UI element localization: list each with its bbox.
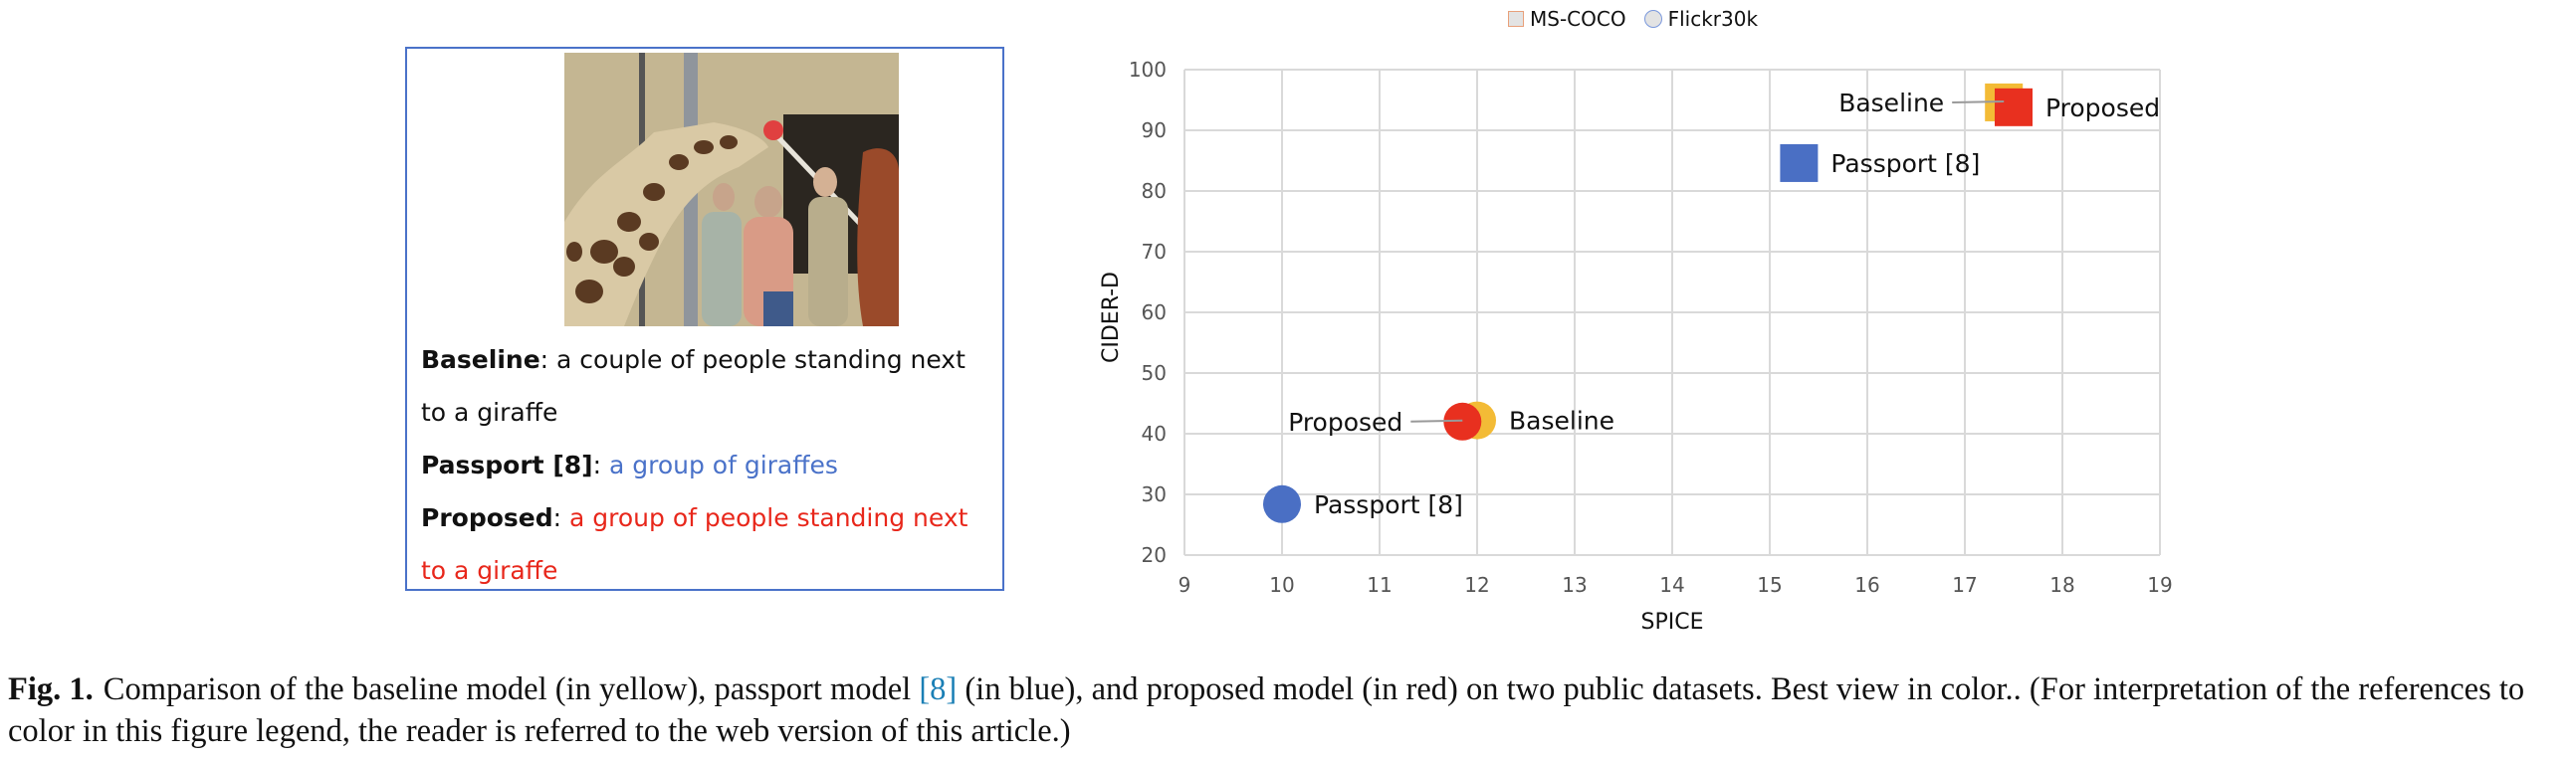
- y-tick-label: 100: [1129, 58, 1167, 82]
- data-label: Proposed: [2045, 94, 2160, 122]
- data-label: Passport [8]: [1314, 490, 1463, 519]
- passport-label: Passport [8]: [421, 451, 593, 479]
- example-panel: Baseline: a couple of people standing ne…: [405, 47, 1004, 591]
- y-axis-label: CIDER-D: [1099, 272, 1124, 363]
- figure-label: Fig. 1.: [8, 671, 94, 707]
- y-tick-label: 20: [1142, 543, 1167, 567]
- x-tick-label: 11: [1367, 573, 1392, 597]
- x-tick-label: 19: [2147, 573, 2172, 597]
- baseline-text: a couple of people standing next to a gi…: [421, 345, 966, 427]
- y-tick-label: 70: [1142, 240, 1167, 264]
- y-tick-label: 80: [1142, 179, 1167, 203]
- square-marker-icon: [1780, 143, 1819, 182]
- x-tick-label: 10: [1269, 573, 1294, 597]
- scatter-chart: MS-COCO Flickr30k 20 30 40 50 60 70 80 90 100 9 10…: [1099, 7, 2173, 635]
- data-label: Baseline: [1509, 407, 1614, 436]
- x-tick-label: 9: [1179, 573, 1191, 597]
- photo-illustration: [564, 53, 899, 326]
- y-tick-label: 30: [1142, 482, 1167, 506]
- square-marker-icon: [1995, 88, 2033, 126]
- giraffe-photo: [564, 53, 899, 326]
- x-tick-label: 14: [1659, 573, 1684, 597]
- x-tick-label: 12: [1464, 573, 1489, 597]
- baseline-caption: Baseline: a couple of people standing ne…: [421, 345, 966, 427]
- x-tick-label: 18: [2049, 573, 2074, 597]
- plot-area: 20 30 40 50 60 70 80 90 100 9 10 11 12 13 14 15 16 17 18 19…: [1099, 58, 2173, 635]
- proposed-text: a group of people standing next to a gir…: [421, 503, 968, 585]
- passport-caption: Passport [8]: a group of giraffes: [421, 451, 838, 479]
- x-tick-label: 13: [1562, 573, 1587, 597]
- data-label: Baseline: [1838, 89, 1944, 117]
- legend-item-mscoco: MS-COCO: [1508, 7, 1626, 31]
- proposed-label: Proposed: [421, 503, 553, 532]
- x-tick-label: 16: [1854, 573, 1879, 597]
- baseline-label: Baseline: [421, 345, 540, 374]
- passport-text: a group of giraffes: [608, 451, 838, 479]
- reference-link[interactable]: [8]: [919, 671, 958, 707]
- y-tick-label: 90: [1142, 118, 1167, 142]
- leader-line: [1952, 99, 2005, 103]
- y-tick-label: 50: [1142, 361, 1167, 385]
- chart-legend: MS-COCO Flickr30k: [1508, 7, 1758, 31]
- y-tick-label: 60: [1142, 300, 1167, 324]
- figure-caption: Fig. 1. Comparison of the baseline model …: [8, 671, 2525, 749]
- y-tick-label: 40: [1142, 422, 1167, 446]
- circle-marker-icon: [1643, 10, 1662, 28]
- x-tick-label: 15: [1757, 573, 1782, 597]
- proposed-caption: Proposed: a group of people standing nex…: [421, 503, 968, 585]
- x-tick-label: 17: [1952, 573, 1977, 597]
- data-label: Proposed: [1288, 408, 1402, 437]
- x-axis-label: SPICE: [1641, 610, 1704, 635]
- leader-line: [1410, 419, 1463, 423]
- caption-comparison: Baseline: a couple of people standing ne…: [421, 333, 992, 597]
- square-marker-icon: [1508, 11, 1524, 27]
- legend-item-flickr30k: Flickr30k: [1643, 7, 1758, 31]
- circle-marker-icon: [1263, 484, 1301, 523]
- data-label: Passport [8]: [1830, 149, 1980, 178]
